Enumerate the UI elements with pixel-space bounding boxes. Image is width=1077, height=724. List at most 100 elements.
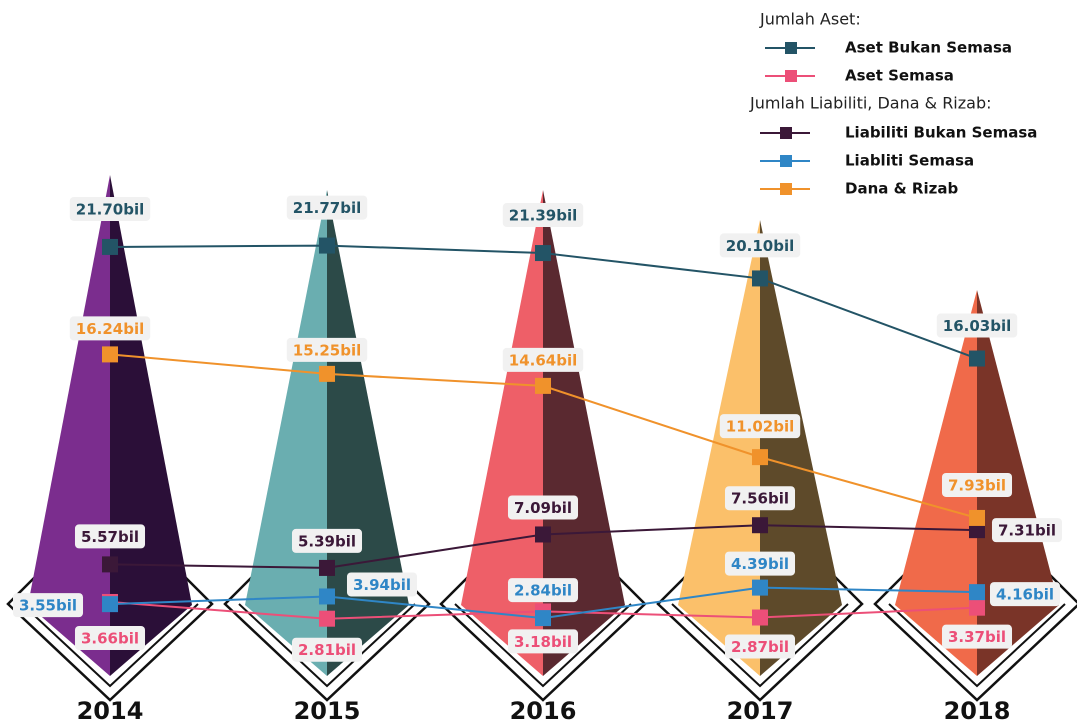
x-tick-label: 2018 bbox=[944, 697, 1011, 724]
legend-marker bbox=[780, 155, 792, 167]
point-marker bbox=[535, 377, 551, 394]
value-label-bg bbox=[991, 518, 1063, 543]
value-label: 2.84bil bbox=[514, 582, 572, 600]
legend-heading: Jumlah Aset: bbox=[759, 10, 861, 29]
value-label: 3.37bil bbox=[948, 628, 1006, 646]
point-marker bbox=[752, 517, 768, 534]
value-label: 21.70bil bbox=[76, 200, 144, 218]
point-marker bbox=[102, 596, 118, 613]
point-marker bbox=[102, 346, 118, 363]
legend-label: Liabiliti Bukan Semasa bbox=[845, 124, 1037, 142]
value-label-bg bbox=[346, 572, 418, 597]
legend-marker bbox=[780, 183, 792, 195]
diamond-outline bbox=[454, 603, 632, 688]
kite-right bbox=[327, 190, 409, 676]
value-label: 15.25bil bbox=[293, 341, 361, 359]
x-tick-label: 2015 bbox=[294, 697, 361, 724]
value-label: 3.94bil bbox=[353, 576, 411, 594]
kite-left bbox=[895, 290, 977, 676]
point-marker bbox=[752, 579, 768, 596]
value-label: 16.24bil bbox=[76, 320, 144, 338]
value-label-bg bbox=[286, 195, 368, 220]
value-label: 2.87bil bbox=[731, 638, 789, 656]
legend-label: Aset Bukan Semasa bbox=[845, 39, 1012, 57]
value-label-bg bbox=[941, 624, 1013, 649]
kite-left bbox=[461, 190, 543, 676]
legend: Jumlah Aset: Jumlah Liabiliti, Dana & Ri… bbox=[749, 10, 1037, 198]
value-label: 2.81bil bbox=[298, 641, 356, 659]
value-label-bg bbox=[989, 582, 1061, 607]
kite-right bbox=[977, 290, 1059, 676]
point-marker bbox=[752, 449, 768, 466]
value-label: 5.57bil bbox=[81, 528, 139, 546]
value-label-bg bbox=[74, 524, 146, 549]
value-label: 4.39bil bbox=[731, 555, 789, 573]
point-marker bbox=[969, 599, 985, 616]
point-marker bbox=[969, 509, 985, 526]
point-marker bbox=[319, 365, 335, 382]
diamond-outline bbox=[656, 571, 864, 702]
diamond-outline bbox=[888, 603, 1066, 688]
kite-left bbox=[28, 175, 110, 676]
x-tick-label: 2014 bbox=[77, 697, 144, 724]
value-label-bg bbox=[69, 316, 151, 341]
value-label-bg bbox=[719, 414, 801, 439]
value-label: 7.56bil bbox=[731, 490, 789, 508]
kite-right bbox=[110, 175, 192, 676]
value-label-bg bbox=[724, 486, 796, 511]
legend-heading: Jumlah Liabiliti, Dana & Rizab: bbox=[749, 94, 992, 113]
legend-label: Liabliti Semasa bbox=[845, 152, 974, 170]
value-label-bg bbox=[12, 593, 84, 618]
value-label-bg bbox=[74, 625, 146, 650]
point-marker bbox=[102, 556, 118, 573]
value-label: 20.10bil bbox=[726, 237, 794, 255]
diamond-outline bbox=[873, 571, 1077, 702]
point-marker bbox=[535, 610, 551, 627]
value-label: 5.39bil bbox=[298, 532, 356, 550]
diamond-outline bbox=[439, 571, 647, 702]
point-marker bbox=[319, 610, 335, 627]
legend-marker bbox=[785, 42, 797, 54]
point-marker bbox=[535, 245, 551, 262]
value-label-bg bbox=[719, 233, 801, 258]
value-label-bg bbox=[502, 347, 584, 372]
value-label: 21.39bil bbox=[509, 207, 577, 225]
value-label-bg bbox=[291, 637, 363, 662]
value-label: 3.55bil bbox=[19, 597, 77, 615]
diamond-outline bbox=[223, 571, 431, 702]
kite-right bbox=[543, 190, 625, 676]
value-label: 3.66bil bbox=[81, 629, 139, 647]
value-label-bg bbox=[69, 196, 151, 221]
value-label: 7.93bil bbox=[948, 476, 1006, 494]
value-label-bg bbox=[286, 337, 368, 362]
value-label-bg bbox=[502, 203, 584, 228]
point-marker bbox=[752, 609, 768, 626]
legend-label: Dana & Rizab bbox=[845, 180, 958, 198]
value-label: 7.31bil bbox=[998, 522, 1056, 540]
value-label-bg bbox=[507, 578, 579, 603]
value-label-bg bbox=[724, 634, 796, 659]
value-label-bg bbox=[724, 551, 796, 576]
legend-label: Aset Semasa bbox=[845, 67, 954, 85]
point-marker bbox=[102, 238, 118, 255]
legend-marker bbox=[780, 127, 792, 139]
value-label-bg bbox=[291, 528, 363, 553]
value-label: 16.03bil bbox=[943, 317, 1011, 335]
value-label-bg bbox=[936, 313, 1018, 338]
kite-left bbox=[245, 190, 327, 676]
x-tick-label: 2017 bbox=[727, 697, 794, 724]
value-label: 11.02bil bbox=[726, 418, 794, 436]
point-marker bbox=[969, 584, 985, 601]
value-label: 14.64bil bbox=[509, 351, 577, 369]
value-label: 3.18bil bbox=[514, 633, 572, 651]
point-marker bbox=[969, 350, 985, 367]
legend-marker bbox=[785, 70, 797, 82]
point-marker bbox=[969, 522, 985, 539]
point-marker bbox=[535, 526, 551, 543]
value-label: 4.16bil bbox=[996, 586, 1054, 604]
value-label: 7.09bil bbox=[514, 499, 572, 517]
plot: 21.70bil 21.77bil 21.39bil 20.10bil 16.03bil… bbox=[12, 195, 1063, 662]
point-marker bbox=[319, 588, 335, 605]
x-tick-label: 2016 bbox=[510, 697, 577, 724]
